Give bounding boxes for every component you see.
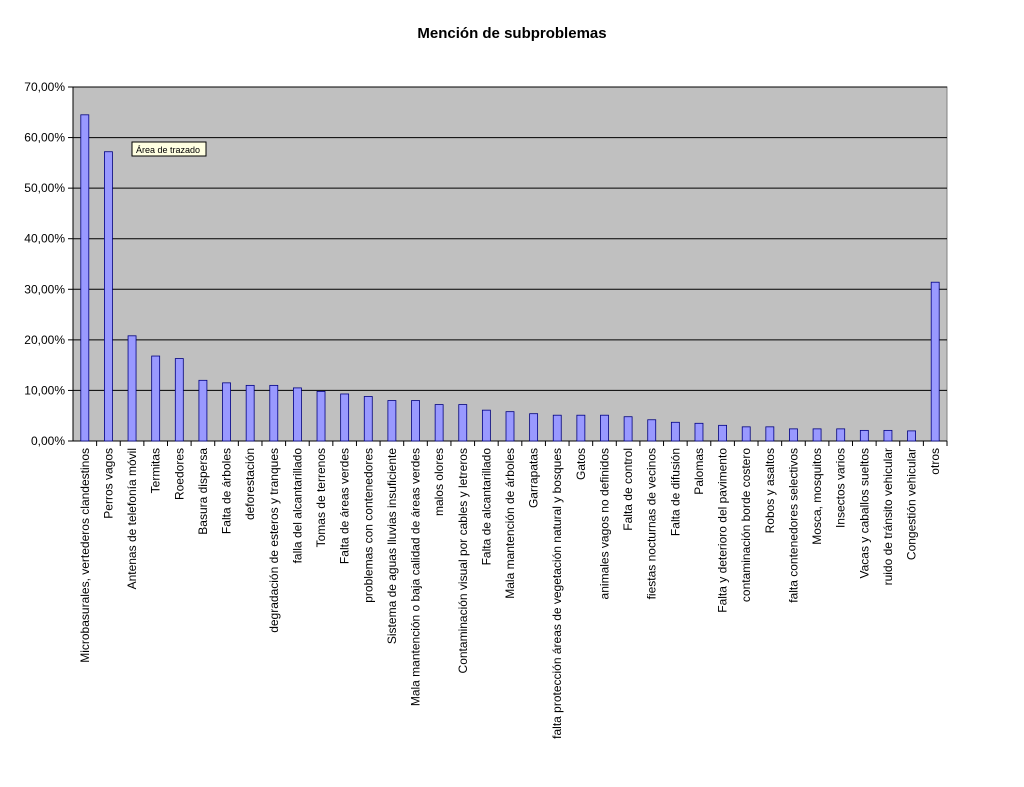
bar bbox=[151, 355, 161, 442]
bar bbox=[741, 426, 751, 442]
x-tick-label: falta contenedores selectivos bbox=[786, 448, 800, 603]
bar bbox=[434, 404, 444, 442]
x-tick-label: Sistema de aguas lluvias insuficiente bbox=[385, 448, 399, 644]
bar bbox=[505, 411, 515, 442]
y-tick-label: 0,00% bbox=[31, 434, 65, 448]
y-tick-label: 20,00% bbox=[24, 333, 65, 347]
x-tick-label: Congestión vehicular bbox=[905, 448, 919, 560]
x-tick-label: Basura dispersa bbox=[196, 448, 210, 535]
bar bbox=[765, 426, 775, 442]
bar bbox=[127, 335, 137, 442]
x-tick-label: Mala mantención de árboles bbox=[503, 448, 517, 599]
bar bbox=[859, 429, 869, 442]
bar bbox=[198, 379, 208, 442]
x-tick-label: deforestación bbox=[243, 448, 257, 520]
x-tick-label: Falta de áreas verdes bbox=[338, 448, 352, 564]
x-tick-label: contaminación borde costero bbox=[739, 448, 753, 602]
tooltip-box bbox=[131, 141, 207, 157]
x-tick-label: Garrapatas bbox=[527, 448, 541, 508]
y-tick-label: 60,00% bbox=[24, 131, 65, 145]
x-tick-label: Antenas de telefonía móvil bbox=[125, 448, 139, 589]
plot-area[interactable]: 0,00% 10,00% 20,00% 30,00% 40,00% 50,00% 60,00… bbox=[24, 80, 948, 739]
bar bbox=[340, 393, 350, 442]
bar bbox=[387, 400, 397, 442]
bar bbox=[883, 429, 893, 442]
x-tick-label: Falta de difusión bbox=[668, 448, 682, 536]
bar bbox=[80, 114, 90, 442]
bar bbox=[411, 400, 420, 442]
x-tick-label: Falta de control bbox=[621, 448, 635, 531]
x-tick-label: otros bbox=[928, 448, 942, 475]
bar bbox=[647, 419, 657, 442]
x-tick-label: Microbasurales, vertederos clandestinos bbox=[78, 448, 92, 663]
bar bbox=[316, 391, 326, 442]
x-tick-label: Falta y deterioro del pavimento bbox=[716, 448, 730, 613]
bar bbox=[481, 409, 491, 442]
x-tick-label: Termitas bbox=[149, 448, 163, 493]
x-tick-label: Perros vagos bbox=[101, 448, 115, 519]
y-tick-label: 50,00% bbox=[24, 181, 65, 195]
bar bbox=[718, 424, 727, 442]
x-tick-label: Falta de árboles bbox=[220, 448, 234, 534]
x-tick-label: Gatos bbox=[574, 448, 588, 480]
y-tick-label: 10,00% bbox=[24, 383, 65, 397]
tooltip-label: Área de trazado bbox=[136, 145, 200, 155]
x-tick-label: ruido de tránsito vehicular bbox=[881, 448, 895, 585]
bar bbox=[104, 151, 113, 442]
x-tick-label: Falta de alcantarillado bbox=[479, 448, 493, 566]
x-tick-label: Mosca, mosquitos bbox=[810, 448, 824, 545]
bar bbox=[670, 421, 680, 442]
bar bbox=[930, 281, 940, 442]
bar bbox=[529, 413, 539, 442]
bar bbox=[812, 428, 822, 442]
x-tick-label: Roedores bbox=[172, 448, 186, 500]
chart-title: Mención de subproblemas bbox=[417, 25, 606, 42]
x-tick-label: falla del alcantarillado bbox=[290, 448, 304, 564]
x-tick-label: Contaminación visual por cables y letrer… bbox=[456, 448, 470, 673]
x-tick-label: degradación de esteros y tranques bbox=[267, 448, 281, 633]
y-tick-label: 70,00% bbox=[24, 80, 65, 94]
bar bbox=[269, 384, 279, 442]
x-tick-label: Robos y asaltos bbox=[763, 448, 777, 533]
bar bbox=[552, 414, 562, 442]
bar bbox=[836, 428, 846, 442]
x-tick-label: Insectos varios bbox=[834, 448, 848, 528]
bar bbox=[222, 382, 231, 442]
plot-background bbox=[72, 86, 948, 442]
x-tick-label: problemas con contenedores bbox=[361, 448, 375, 603]
bar bbox=[789, 428, 798, 442]
bar bbox=[458, 404, 468, 442]
bar bbox=[907, 430, 916, 442]
bar bbox=[245, 384, 255, 442]
x-tick-label: falta protección áreas de vegetación nat… bbox=[550, 448, 564, 739]
bar bbox=[363, 396, 373, 442]
bar bbox=[174, 358, 184, 442]
x-tick-label: Tomas de terrenos bbox=[314, 448, 328, 547]
bar bbox=[694, 422, 704, 442]
x-tick-label: animales vagos no definidos bbox=[597, 448, 611, 599]
x-tick-label: Mala mantención o baja calidad de áreas … bbox=[409, 448, 423, 706]
x-tick-label: malos olores bbox=[432, 448, 446, 516]
y-tick-label: 40,00% bbox=[24, 232, 65, 246]
bar bbox=[623, 416, 633, 442]
x-tick-label: Vacas y caballos sueltos bbox=[857, 448, 871, 579]
bar bbox=[600, 414, 609, 442]
bar bbox=[576, 414, 586, 442]
bar bbox=[293, 387, 302, 442]
y-tick-label: 30,00% bbox=[24, 282, 65, 296]
x-tick-label: Palomas bbox=[692, 448, 706, 495]
x-tick-label: fiestas nocturnas de vecinos bbox=[645, 448, 659, 599]
